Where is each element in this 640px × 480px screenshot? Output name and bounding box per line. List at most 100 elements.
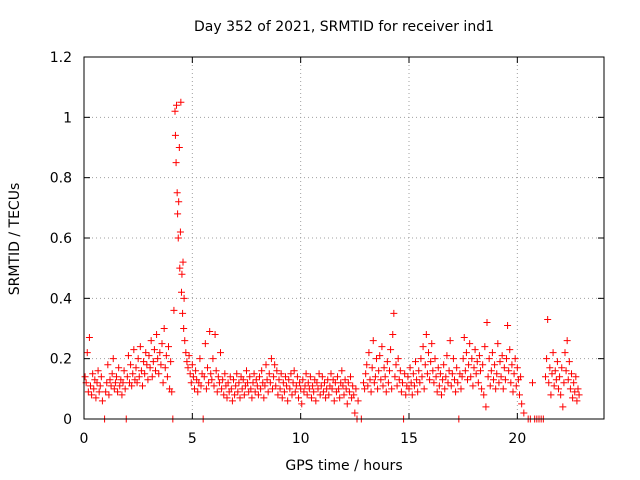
data-point [184,364,192,372]
data-point [391,373,399,381]
data-point [314,385,322,393]
data-point [278,394,286,402]
data-point [507,379,515,387]
data-point [401,370,409,378]
data-point [263,376,271,384]
data-point [557,391,565,399]
data-point [499,385,507,393]
data-point [250,370,258,378]
data-point [238,385,246,393]
data-point [217,349,224,357]
data-point [289,379,297,387]
data-point [508,361,516,369]
data-point [277,370,285,378]
data-point [172,159,180,167]
data-point [89,370,97,378]
data-point [179,258,187,266]
data-point [543,355,551,363]
data-point [562,367,570,375]
data-point [243,367,250,375]
data-point [448,370,456,378]
data-point [325,391,333,399]
x-tick-label: 0 [80,431,89,447]
data-point [551,367,559,375]
x-axis-label: GPS time / hours [285,458,402,474]
data-point [483,318,491,326]
data-point [420,385,428,393]
data-point [284,397,292,405]
data-point [335,385,343,393]
data-point [421,361,429,369]
data-point [191,385,198,393]
data-point [105,391,113,399]
data-point [415,367,423,375]
data-point [228,397,236,405]
data-point [107,382,115,390]
data-point [482,403,490,411]
x-tick-label: 20 [508,431,526,447]
data-point [283,382,291,390]
data-point [269,385,276,393]
data-point [413,376,421,384]
data-point [378,343,386,351]
data-point [201,340,209,348]
data-point [211,331,219,339]
data-point [298,400,306,408]
data-point [87,382,94,390]
data-point [477,367,484,375]
data-point [312,397,320,405]
data-point [432,373,440,381]
data-point [313,379,321,387]
data-point [457,385,465,393]
data-point [330,397,338,405]
data-point [113,373,120,381]
data-point [161,364,169,372]
data-point [155,370,163,378]
data-point [387,346,395,354]
data-point [373,355,380,363]
data-point [520,409,528,417]
data-point [327,370,335,378]
chart-title: Day 352 of 2021, SRMTID for receiver ind… [194,19,494,35]
data-point [174,210,182,218]
data-point [555,385,562,393]
data-point [181,337,189,345]
data-point [343,400,351,408]
data-point [290,367,298,375]
data-point [347,373,354,381]
data-point [272,382,280,390]
data-point [92,394,100,402]
data-point [479,361,487,369]
data-point [183,358,191,366]
data-point [176,264,184,272]
data-point [171,107,179,115]
data-point [231,391,239,399]
data-point [436,370,444,378]
data-point [460,334,468,342]
data-point [462,349,470,357]
data-point [291,388,299,396]
data-point [97,373,105,381]
data-point [249,379,257,387]
data-point [422,331,430,339]
data-point [485,355,493,363]
data-point [440,361,448,369]
data-point [180,294,188,302]
data-point [128,382,136,390]
data-point [200,373,208,381]
data-point [381,373,389,381]
data-point [492,385,500,393]
data-point [318,373,326,381]
data-point [257,385,265,393]
data-point [106,376,114,384]
data-point [208,376,216,384]
data-point [297,385,305,393]
data-point [309,382,317,390]
data-point [365,349,373,357]
data-point [417,355,425,363]
data-point [148,373,156,381]
data-point [85,334,93,342]
data-point [165,343,172,351]
data-point [408,391,416,399]
data-point [412,358,419,366]
